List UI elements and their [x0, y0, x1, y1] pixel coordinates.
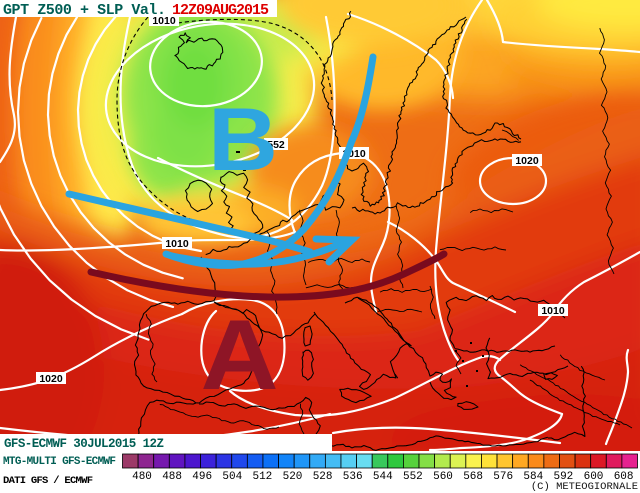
svg-text:544: 544 — [373, 471, 393, 483]
svg-text:1010: 1010 — [152, 15, 176, 27]
svg-text:496: 496 — [192, 471, 212, 483]
svg-text:1010: 1010 — [541, 305, 565, 317]
svg-text:512: 512 — [252, 471, 272, 483]
svg-text:12Z09AUG2015: 12Z09AUG2015 — [172, 2, 269, 19]
svg-text:592: 592 — [553, 471, 573, 483]
svg-text:1010: 1010 — [165, 238, 189, 250]
svg-text:480: 480 — [132, 471, 152, 483]
svg-text:560: 560 — [433, 471, 453, 483]
svg-text:1020: 1020 — [39, 373, 63, 385]
svg-text:552: 552 — [267, 139, 285, 151]
svg-text:576: 576 — [493, 471, 513, 483]
svg-text:B: B — [208, 90, 278, 190]
svg-text:552: 552 — [403, 471, 423, 483]
svg-text:GPT Z500 + SLP Val.: GPT Z500 + SLP Val. — [3, 2, 166, 19]
svg-text:DATI GFS / ECMWF: DATI GFS / ECMWF — [3, 475, 93, 487]
svg-text:488: 488 — [162, 471, 182, 483]
svg-text:GFS-ECMWF 30JUL2015 12Z: GFS-ECMWF 30JUL2015 12Z — [4, 437, 164, 451]
svg-text:568: 568 — [463, 471, 483, 483]
svg-text:536: 536 — [343, 471, 363, 483]
svg-text:A: A — [200, 300, 278, 411]
svg-text:600: 600 — [584, 471, 604, 483]
svg-text:1020: 1020 — [515, 155, 539, 167]
svg-text:528: 528 — [313, 471, 333, 483]
svg-text:584: 584 — [523, 471, 543, 483]
svg-text:MTG-MULTI GFS-ECMWF: MTG-MULTI GFS-ECMWF — [3, 456, 116, 468]
svg-text:608: 608 — [614, 471, 634, 483]
svg-text:(C) METEOGIORNALE: (C) METEOGIORNALE — [531, 481, 638, 493]
svg-text:520: 520 — [283, 471, 303, 483]
svg-text:504: 504 — [222, 471, 242, 483]
